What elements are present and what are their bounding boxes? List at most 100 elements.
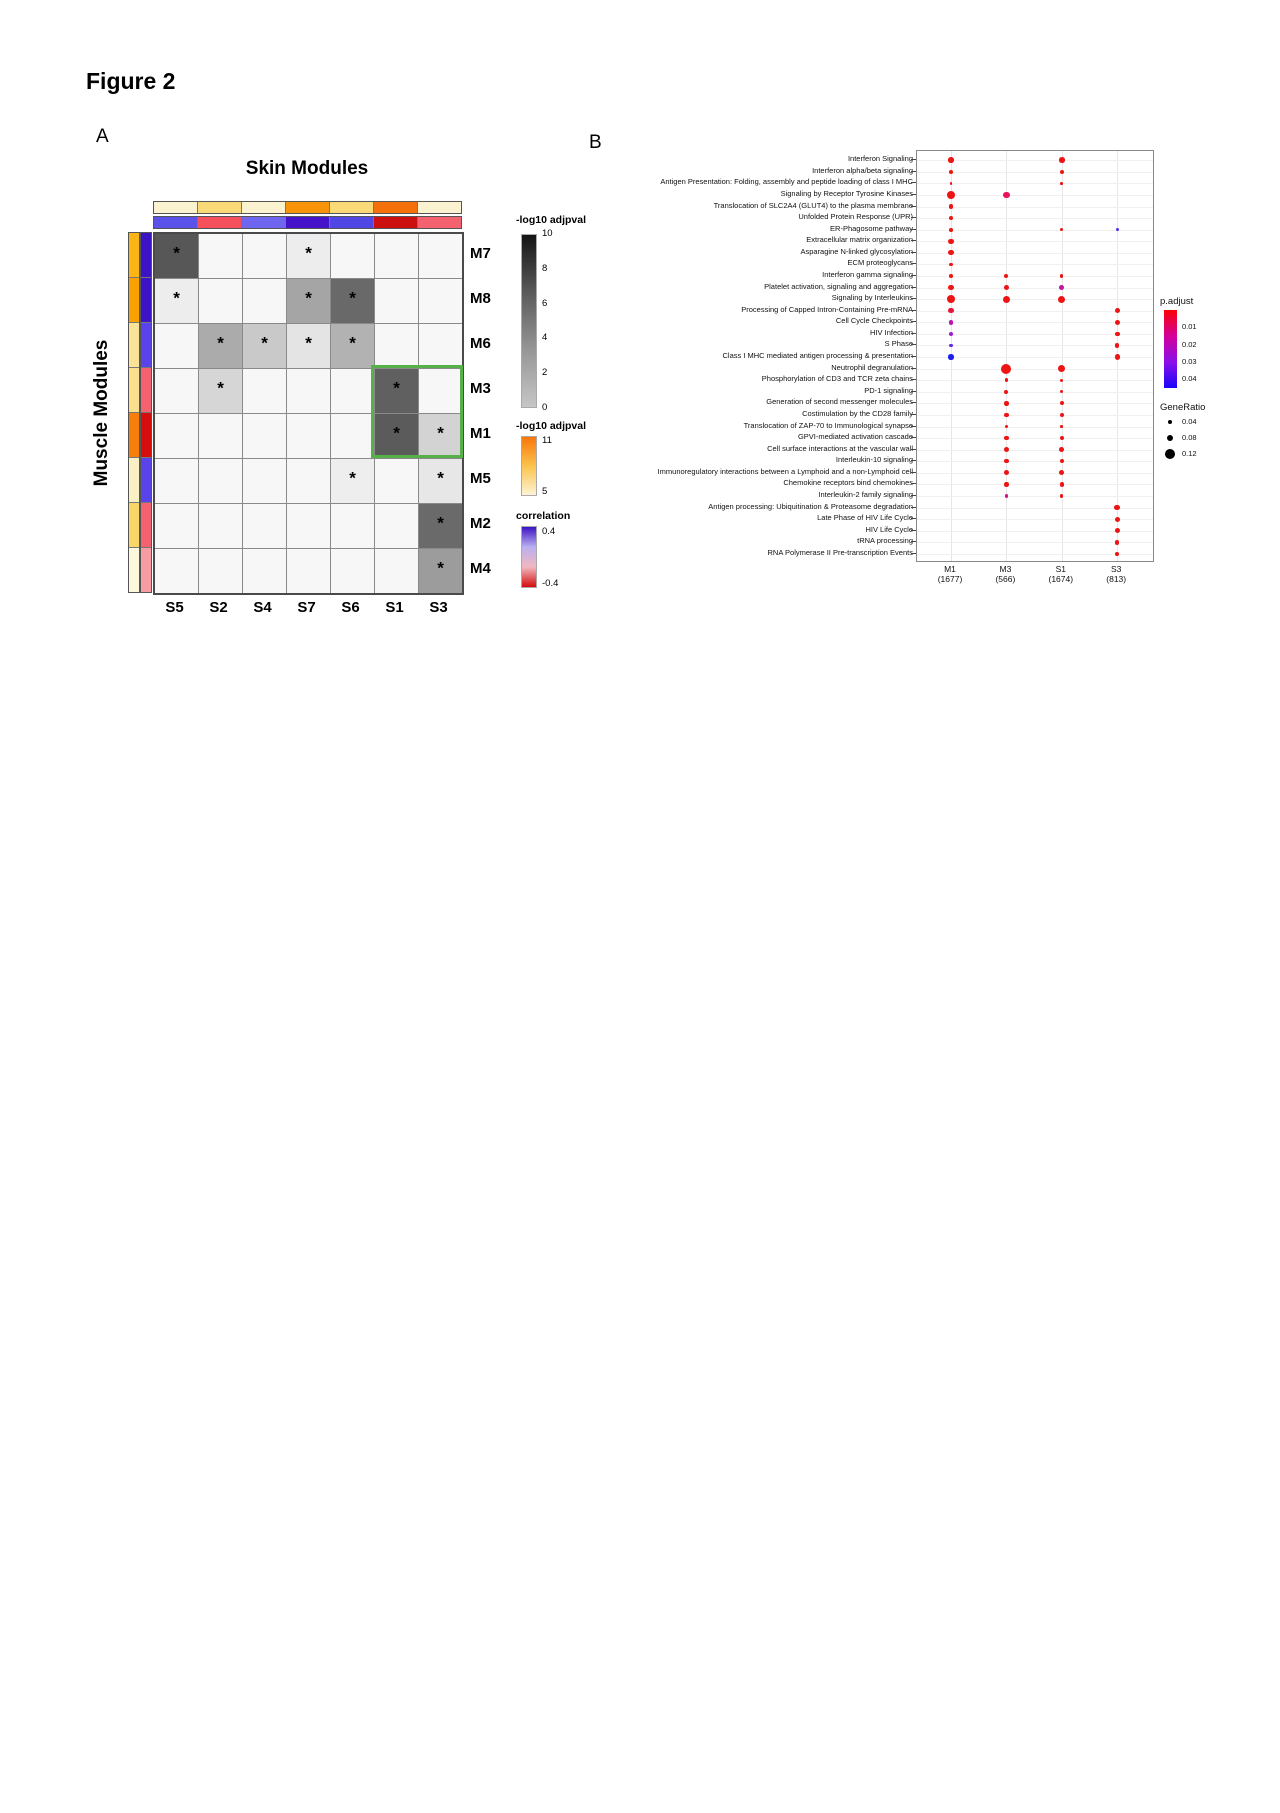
pathway-label: HIV Life Cycle [865, 524, 913, 534]
dot-M3-row4 [1003, 191, 1010, 199]
gridline-horizontal [917, 276, 1153, 277]
col-annotation-corr-S6 [330, 217, 373, 228]
heatmap-cell-M1-S1: * [375, 414, 418, 458]
pathway-label: Extracellular matrix organization [806, 235, 913, 245]
row-annotation-logp-M4 [129, 548, 139, 592]
dot-M1-row9 [948, 250, 954, 256]
gridline-horizontal [917, 229, 1153, 231]
gridline-horizontal [917, 357, 1153, 359]
axis-tick [911, 332, 916, 334]
gridline-horizontal [917, 322, 1153, 324]
dot-M1-row17 [949, 343, 953, 348]
gridline-horizontal [917, 449, 1153, 451]
dot-S3-row31 [1114, 504, 1120, 511]
legend-title: -log10 adjpval [516, 420, 587, 432]
row-label-M2: M2 [470, 515, 491, 532]
pathway-label: Interferon Signaling [847, 154, 913, 164]
dot-M1-row14 [948, 308, 954, 314]
row-label-M1: M1 [470, 425, 491, 442]
heatmap-cell-M4-S1 [375, 549, 418, 593]
dot-S3-row17 [1114, 343, 1120, 348]
padjust-legend-title: p.adjust [1160, 296, 1194, 307]
dot-M3-row22 [1004, 401, 1009, 406]
axis-tick [911, 182, 916, 184]
legend-tick: 0.4 [542, 526, 556, 538]
gridline-horizontal [917, 426, 1153, 428]
dot-S1-row23 [1059, 412, 1064, 417]
gridline-horizontal [917, 310, 1153, 312]
heatmap-cell-M1-S4 [243, 414, 286, 458]
axis-tick [911, 286, 916, 288]
axis-tick [911, 367, 916, 369]
significance-star: * [305, 288, 312, 308]
pathway-label: Antigen Presentation: Folding, assembly … [660, 177, 913, 187]
pathway-label: Antigen processing: Ubiquitination & Pro… [708, 501, 913, 511]
heatmap-cell-M3-S4 [243, 369, 286, 413]
dot-S1-row30 [1060, 494, 1064, 498]
legend-tick: 4 [542, 332, 548, 344]
heatmap-cell-M7-S1 [375, 234, 418, 278]
row-annotation-corr-M8 [141, 278, 151, 322]
gridline-horizontal [917, 472, 1153, 474]
generatio-legend-dot [1165, 449, 1175, 459]
pathway-label: Processing of Capped Intron-Containing P… [741, 304, 913, 314]
heatmap-cell-M7-S6 [331, 234, 374, 278]
significance-star: * [217, 378, 224, 398]
pathway-label: ER-Phagosome pathway [830, 223, 913, 233]
pathway-label: Generation of second messenger molecules [766, 397, 913, 407]
dot-S3-row35 [1115, 552, 1120, 556]
axis-tick [911, 275, 916, 276]
dot-S1-row28 [1059, 470, 1065, 476]
heatmap-cell-M1-S6 [331, 414, 374, 458]
x-axis-label-M1: M1 (1677) [920, 564, 980, 584]
dot-M1-row4 [946, 190, 956, 200]
gridline-horizontal [917, 206, 1153, 208]
significance-star: * [305, 243, 312, 263]
pathway-label: Translocation of SLC2A4 (GLUT4) to the p… [713, 200, 913, 210]
row-annotation-logp-M7 [129, 233, 139, 277]
gridline-horizontal [917, 287, 1153, 289]
heatmap-cell-M3-S7 [287, 369, 330, 413]
axis-tick [911, 460, 916, 462]
x-axis-label-M3: M3 (566) [975, 564, 1035, 584]
x-axis-module-name: S3 [1110, 564, 1122, 574]
legend-tick: 6 [542, 297, 548, 309]
significance-star: * [261, 333, 268, 353]
x-axis-gene-count: (1677) [937, 574, 963, 584]
pathway-label: PD-1 signaling [864, 385, 913, 395]
dot-S3-row33 [1114, 528, 1120, 534]
col-annotation-logp-S7 [286, 202, 329, 213]
heatmap-cell-M8-S2 [199, 279, 242, 323]
pathway-label: Interferon alpha/beta signaling [812, 165, 913, 175]
heatmap-cell-M1-S7 [287, 414, 330, 458]
heatmap-cell-M2-S7 [287, 504, 330, 548]
pathway-label: S Phase [884, 339, 913, 349]
dot-M3-row30 [1004, 494, 1009, 498]
dot-M1-row5 [948, 204, 954, 209]
heatmap-cell-M2-S1 [375, 504, 418, 548]
pathway-label: GPVI-mediated activation cascade [797, 432, 913, 442]
gridline-horizontal [917, 519, 1153, 521]
dot-S1-row11 [1060, 274, 1064, 278]
dot-M3-row24 [1004, 424, 1009, 429]
heatmap-cell-M4-S6 [331, 549, 374, 593]
dot-S3-row34 [1114, 540, 1120, 545]
heatmap-cell-M5-S5 [155, 459, 198, 503]
heatmap-cell-M6-S4: * [243, 324, 286, 368]
heatmap-cell-M3-S6 [331, 369, 374, 413]
dot-M3-row28 [1003, 470, 1009, 476]
row-annotation-logp-M8 [129, 278, 139, 322]
dot-S1-row24 [1060, 425, 1064, 428]
heatmap-cell-M6-S5 [155, 324, 198, 368]
dot-S3-row18 [1114, 354, 1120, 360]
dot-M3-row27 [1004, 459, 1009, 464]
heatmap-cell-M6-S3 [419, 324, 462, 368]
heatmap-cell-M7-S3 [419, 234, 462, 278]
heatmap-cell-M2-S6 [331, 504, 374, 548]
generatio-legend-dot [1167, 419, 1173, 425]
axis-tick [911, 402, 916, 404]
x-axis-gene-count: (1674) [1048, 574, 1074, 584]
heatmap-cell-M6-S1 [375, 324, 418, 368]
dot-M3-row26 [1003, 447, 1009, 453]
